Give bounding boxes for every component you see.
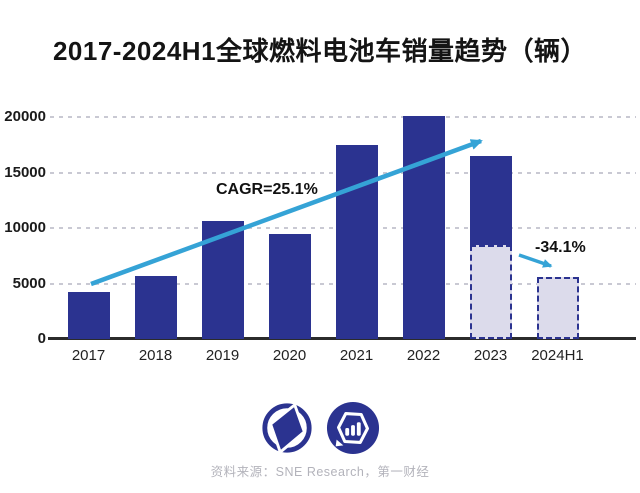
hexagon-bar-chart-logo <box>326 401 380 455</box>
cagr-label: CAGR=25.1% <box>216 181 318 198</box>
bar-2018 <box>134 275 177 339</box>
x-tick-label-2018: 2018 <box>138 347 173 364</box>
gridline-20000 <box>50 116 636 118</box>
bar-2023-solid <box>469 155 512 245</box>
yicai-circle-logo <box>262 402 312 455</box>
chart-title: 2017-2024H1全球燃料电池车销量趋势（辆） <box>52 36 588 66</box>
y-tick-label: 5000 <box>12 274 46 292</box>
y-tick-label: 15000 <box>4 163 46 181</box>
x-tick-label-2017: 2017 <box>71 347 106 364</box>
x-tick-label-2022: 2022 <box>406 347 441 364</box>
source-text: 资料来源：SNE Research，第一财经 <box>210 465 430 479</box>
bar-2017 <box>67 292 110 339</box>
bar-2022 <box>402 115 445 339</box>
decline-label: -34.1% <box>535 239 586 256</box>
bar-2021 <box>335 144 378 339</box>
x-tick-label-2019: 2019 <box>205 347 240 364</box>
x-tick-label-2024H1: 2024H1 <box>531 347 584 364</box>
y-tick-label: 20000 <box>4 108 46 125</box>
bar-2019 <box>201 221 244 339</box>
bar-2024H1-dashed <box>536 276 579 339</box>
x-tick-label-2020: 2020 <box>272 347 307 364</box>
logo-tail <box>335 439 344 447</box>
bar-2023-h1-dashed <box>469 244 512 339</box>
x-tick-label-2023: 2023 <box>473 347 508 364</box>
bar-2020 <box>268 233 311 339</box>
y-tick-label: 0 <box>37 330 46 347</box>
x-tick-label-2021: 2021 <box>339 347 374 364</box>
y-tick-label: 10000 <box>4 219 46 236</box>
